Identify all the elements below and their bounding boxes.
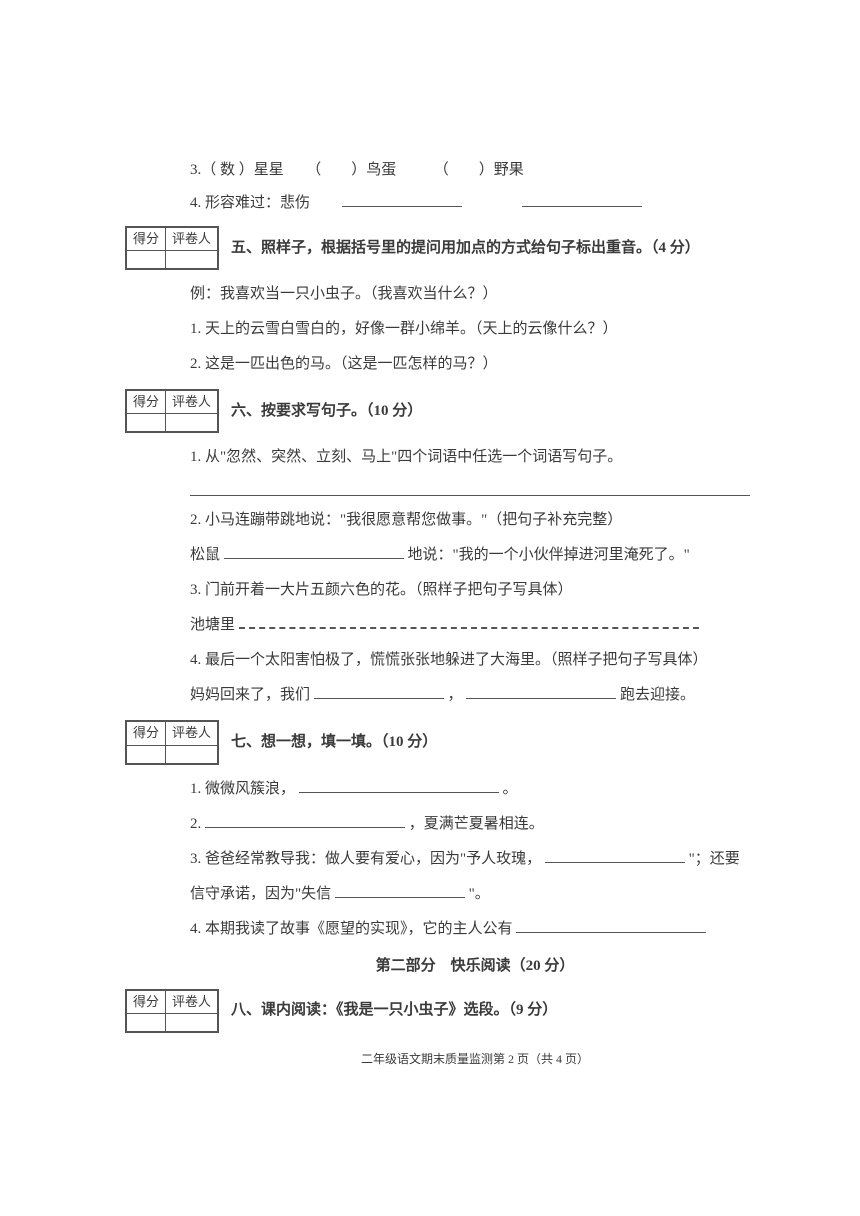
score-box: 得分评卷人 <box>125 226 219 270</box>
score-box: 得分评卷人 <box>125 389 219 433</box>
section-6-header: 得分评卷人 六、按要求写句子。（10 分） <box>155 389 795 433</box>
sec6-q4b: 妈妈回来了，我们 ， 跑去迎接。 <box>190 685 795 706</box>
grader-label: 评卷人 <box>166 228 218 251</box>
sec7-q3a: 3. 爸爸经常教导我：做人要有爱心，因为"予人玫瑰， "；还要 <box>190 849 795 870</box>
sec5-example: 例：我喜欢当一只小虫子。（我喜欢当什么？） <box>190 284 795 305</box>
blank <box>314 685 444 699</box>
blank <box>299 779 499 793</box>
sec5-q2: 2. 这是一匹出色的马。（这是一匹怎样的马？） <box>190 354 795 375</box>
score-cell <box>127 251 166 269</box>
question-4: 4. 形容难过：悲伤 <box>190 193 795 214</box>
section-8-title: 八、课内阅读：《我是一只小虫子》选段。（9 分） <box>231 1000 557 1021</box>
section-5-title: 五、照样子，根据括号里的提问用加点的方式给句子标出重音。（4 分） <box>231 238 700 259</box>
blank <box>516 919 706 933</box>
blank <box>522 193 642 207</box>
blank <box>335 884 465 898</box>
sec7-q4: 4. 本期我读了故事《愿望的实现》，它的主人公有 <box>190 919 795 940</box>
section-7-header: 得分评卷人 七、想一想，填一填。（10 分） <box>155 720 795 764</box>
exam-page: 3.（ 数 ）星星 （ ）鸟蛋 （ ）野果 4. 形容难过：悲伤 得分评卷人 五… <box>155 160 795 1068</box>
score-label: 得分 <box>127 228 166 251</box>
blank <box>205 814 405 828</box>
q4-text: 4. 形容难过：悲伤 <box>190 195 310 211</box>
sec6-q3b: 池塘里 <box>190 615 795 636</box>
sec6-q3a: 3. 门前开着一大片五颜六色的花。（照样子把句子写具体） <box>190 580 795 601</box>
blank <box>545 849 685 863</box>
section-6-title: 六、按要求写句子。（10 分） <box>231 401 422 422</box>
sec6-q2a: 2. 小马连蹦带跳地说："我很愿意帮您做事。"（把句子补充完整） <box>190 510 795 531</box>
sec7-q2: 2. ，夏满芒夏暑相连。 <box>190 814 795 835</box>
question-3: 3.（ 数 ）星星 （ ）鸟蛋 （ ）野果 <box>190 160 795 181</box>
sec6-q1: 1. 从"忽然、突然、立刻、马上"四个词语中任选一个词语写句子。 <box>190 447 795 468</box>
score-box: 得分评卷人 <box>125 989 219 1033</box>
blank-dashed <box>239 615 699 629</box>
grader-cell <box>166 251 218 269</box>
score-box: 得分评卷人 <box>125 720 219 764</box>
sec7-q3b: 信守承诺，因为"失信 "。 <box>190 884 795 905</box>
sec6-q2b: 松鼠 地说："我的一个小伙伴掉进河里淹死了。" <box>190 545 795 566</box>
sec6-q4a: 4. 最后一个太阳害怕极了，慌慌张张地躲进了大海里。（照样子把句子写具体） <box>190 650 795 671</box>
sec7-q1: 1. 微微风簇浪， 。 <box>190 779 795 800</box>
section-5-header: 得分评卷人 五、照样子，根据括号里的提问用加点的方式给句子标出重音。（4 分） <box>155 226 795 270</box>
blank-line <box>190 482 750 496</box>
blank <box>466 685 616 699</box>
section-7-title: 七、想一想，填一填。（10 分） <box>231 732 437 753</box>
page-footer: 二年级语文期末质量监测第 2 页（共 4 页） <box>155 1051 795 1068</box>
blank <box>342 193 462 207</box>
sec5-q1: 1. 天上的云雪白雪白的，好像一群小绵羊。（天上的云像什么？） <box>190 319 795 340</box>
part2-title: 第二部分 快乐阅读（20 分） <box>155 956 795 977</box>
blank <box>224 545 404 559</box>
section-8-header: 得分评卷人 八、课内阅读：《我是一只小虫子》选段。（9 分） <box>155 989 795 1033</box>
